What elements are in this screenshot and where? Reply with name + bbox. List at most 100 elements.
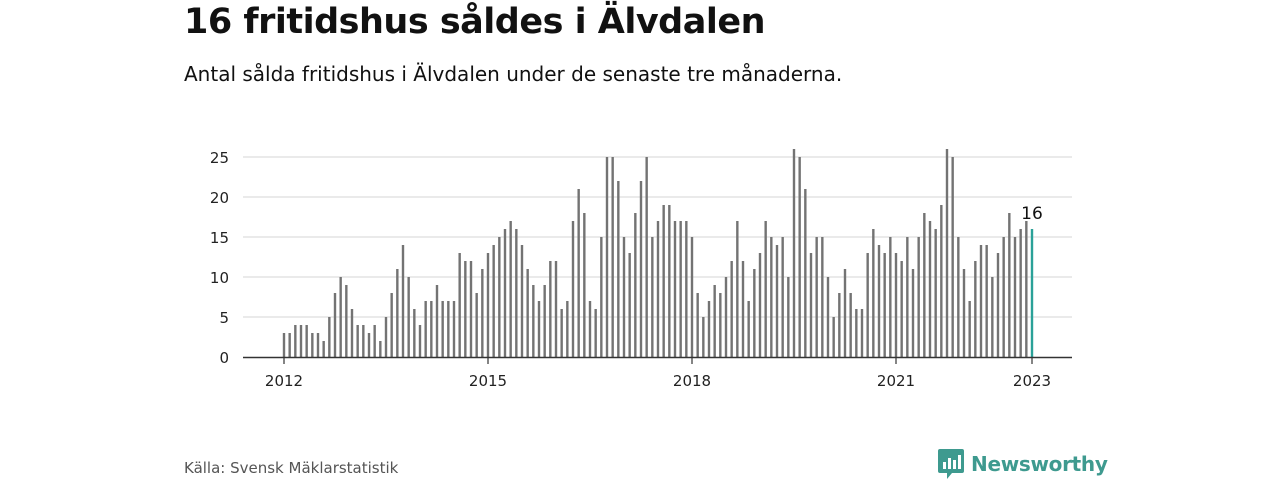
x-tick-label-2021: 2021	[877, 372, 915, 390]
bar	[702, 317, 705, 357]
bar	[486, 253, 490, 357]
y-tick-label-5: 5	[219, 309, 229, 327]
bar	[583, 213, 586, 357]
bar	[407, 277, 410, 357]
bar	[736, 221, 739, 357]
x-tick-label-2012: 2012	[265, 372, 303, 390]
bar	[673, 221, 677, 357]
bar	[985, 245, 988, 357]
x-tick-label-2018: 2018	[673, 372, 711, 390]
bar	[917, 237, 920, 357]
bar	[458, 253, 461, 357]
bar	[809, 253, 813, 357]
bar	[860, 309, 864, 357]
bar	[770, 237, 773, 357]
bar	[311, 333, 314, 357]
bar	[1019, 229, 1022, 357]
bar	[849, 293, 852, 357]
bar	[379, 341, 382, 357]
bar	[520, 245, 524, 357]
bar	[934, 229, 937, 357]
bar	[560, 309, 563, 357]
bar	[792, 149, 796, 357]
bar	[384, 317, 388, 357]
bar	[532, 285, 535, 357]
source-note: Källa: Svensk Mäklarstatistik	[184, 459, 399, 477]
bar	[656, 221, 660, 357]
bar	[928, 221, 932, 357]
bar	[900, 261, 903, 357]
bar	[328, 317, 331, 357]
bar	[906, 237, 909, 357]
bar	[821, 237, 824, 357]
bar	[957, 237, 960, 357]
x-tick-label-2023: 2023	[1013, 372, 1051, 390]
bar	[690, 237, 694, 357]
bar	[362, 325, 365, 357]
bar	[469, 261, 473, 357]
bar	[741, 261, 745, 357]
bar	[413, 309, 416, 357]
bar	[679, 221, 682, 357]
bar	[401, 245, 405, 357]
bar	[996, 253, 1000, 357]
bar	[526, 269, 529, 357]
y-tick-label-10: 10	[210, 269, 229, 287]
bar	[1002, 237, 1005, 357]
bar	[945, 149, 949, 357]
bar	[447, 301, 450, 357]
bar	[350, 309, 354, 357]
bar	[696, 293, 699, 357]
bar	[600, 237, 603, 357]
bar	[1025, 221, 1028, 357]
bar	[509, 221, 512, 357]
newsworthy-logo-icon	[938, 449, 964, 479]
bar	[685, 221, 688, 357]
bar	[787, 277, 790, 357]
y-tick-label-25: 25	[210, 149, 229, 167]
bar	[503, 229, 507, 357]
bar	[430, 301, 433, 357]
bar	[832, 317, 835, 357]
bar	[605, 157, 609, 357]
bar	[492, 245, 495, 357]
bar	[639, 181, 643, 357]
brand[interactable]: Newsworthy	[937, 448, 1108, 480]
bar	[396, 269, 399, 357]
bar	[634, 213, 637, 357]
bar	[345, 285, 348, 357]
bar	[282, 333, 286, 357]
bar	[911, 269, 915, 357]
bar	[481, 269, 484, 357]
bar	[645, 157, 648, 357]
bar	[979, 245, 983, 357]
bar	[651, 237, 654, 357]
bar	[622, 237, 626, 357]
bar	[724, 277, 728, 357]
bar	[838, 293, 841, 357]
bar	[1008, 213, 1011, 357]
bar	[764, 221, 767, 357]
bar	[305, 325, 308, 357]
bar	[628, 253, 631, 357]
bar	[707, 301, 711, 357]
bar	[390, 293, 393, 357]
brand-name: Newsworthy	[971, 452, 1108, 476]
bar	[781, 237, 784, 357]
bar	[1013, 237, 1017, 357]
y-tick-label-0: 0	[219, 349, 229, 367]
bar-chart: 0 5 10 15 20 25 2012 2015 2018 2021 2023 16	[210, 149, 1072, 390]
bar	[940, 205, 943, 357]
bar	[883, 253, 886, 357]
chart-subtitle: Antal sålda fritidshus i Älvdalen under …	[184, 62, 843, 86]
bar	[498, 237, 501, 357]
bar	[866, 253, 869, 357]
bar	[594, 309, 597, 357]
bar	[968, 301, 971, 357]
bar	[815, 237, 818, 357]
bar	[373, 325, 376, 357]
y-axis-ticks: 0 5 10 15 20 25	[210, 149, 229, 367]
bar	[441, 301, 444, 357]
x-tick-label-2015: 2015	[469, 372, 507, 390]
bar	[894, 253, 898, 357]
